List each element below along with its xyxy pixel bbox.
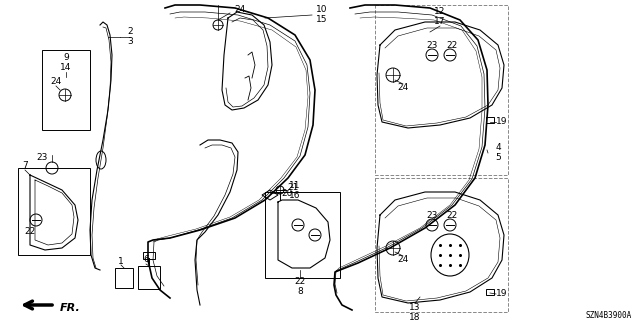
Text: 23: 23: [36, 154, 48, 163]
Text: 19: 19: [496, 290, 508, 299]
Text: 19: 19: [496, 117, 508, 126]
Bar: [138, 266, 160, 289]
Text: 10: 10: [316, 5, 328, 14]
Text: 17: 17: [435, 18, 445, 27]
Text: 1: 1: [118, 258, 124, 267]
Text: 22: 22: [446, 41, 458, 50]
Text: 3: 3: [127, 37, 133, 46]
Text: 22: 22: [294, 277, 306, 286]
Text: 4: 4: [495, 143, 501, 153]
Text: 13: 13: [409, 303, 420, 313]
Bar: [18, 168, 90, 255]
Bar: [375, 5, 508, 175]
Bar: [486, 289, 494, 295]
Bar: [265, 192, 340, 278]
Text: 5: 5: [495, 154, 501, 163]
Text: 21: 21: [287, 183, 299, 193]
Text: 22: 22: [24, 228, 36, 236]
Text: 23: 23: [426, 211, 438, 220]
Text: 23: 23: [426, 41, 438, 50]
Text: 16: 16: [289, 190, 301, 199]
Bar: [486, 117, 494, 123]
Text: 24: 24: [397, 84, 408, 92]
Bar: [42, 50, 90, 130]
Text: 24: 24: [234, 5, 246, 14]
Text: 14: 14: [60, 62, 72, 71]
Text: SZN4B3900A: SZN4B3900A: [586, 310, 632, 319]
Text: 2: 2: [127, 28, 133, 36]
Text: 20: 20: [282, 188, 292, 197]
Bar: [115, 268, 133, 288]
Text: 7: 7: [22, 161, 28, 170]
Text: 15: 15: [316, 15, 328, 25]
Text: 8: 8: [297, 287, 303, 297]
Text: FR.: FR.: [60, 303, 81, 313]
Text: 9: 9: [63, 52, 69, 61]
Bar: [143, 252, 155, 259]
Text: 24: 24: [397, 255, 408, 265]
Text: 6: 6: [143, 255, 149, 265]
Text: 22: 22: [446, 211, 458, 220]
Text: 11: 11: [289, 180, 301, 189]
Bar: [375, 178, 508, 312]
Text: 24: 24: [51, 77, 61, 86]
Text: 12: 12: [435, 7, 445, 17]
Text: 18: 18: [409, 314, 420, 320]
